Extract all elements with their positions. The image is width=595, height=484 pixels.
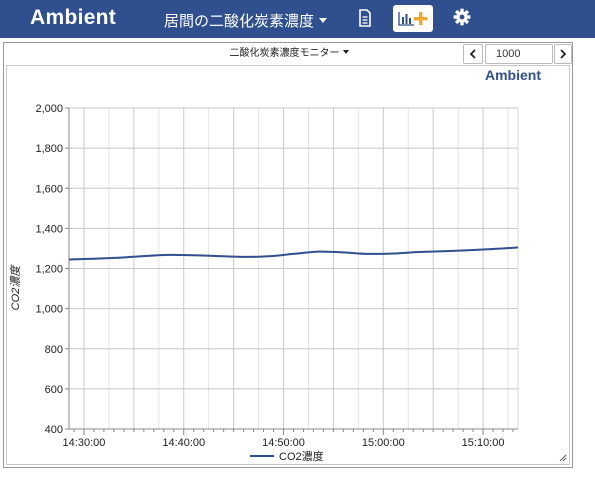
y-tick-label: 800 [45, 344, 63, 356]
y-tick-label: 1,000 [35, 304, 63, 316]
chevron-left-icon [469, 49, 476, 59]
panel-title: 二酸化炭素濃度モニター [4, 44, 574, 59]
chart-area: 400 600 800 1,000 1,200 1,400 1,600 1,800 2,000 1… [6, 65, 570, 465]
chart-panel: 二酸化炭素濃度モニター 400 600 800 1,000 1,200 1,400 1,60… [3, 42, 573, 468]
document-icon[interactable] [358, 9, 372, 27]
data-count-input[interactable] [485, 44, 553, 64]
x-tick-label: 15:10:00 [462, 437, 505, 449]
chart-title-dropdown[interactable]: 二酸化炭素濃度モニター [230, 44, 349, 59]
x-tick-label: 14:40:00 [162, 437, 205, 449]
series-line-co2 [68, 246, 519, 261]
gear-icon[interactable] [453, 8, 471, 26]
chevron-right-icon [560, 49, 567, 59]
y-tick-label: 1,800 [35, 143, 63, 155]
top-navbar: Ambient 居間の二酸化炭素濃度 [0, 0, 595, 38]
prev-page-button[interactable] [463, 44, 483, 64]
resize-handle-icon[interactable] [559, 454, 567, 462]
channel-selector[interactable]: 居間の二酸化炭素濃度 [164, 10, 328, 31]
y-tick-label: 400 [45, 424, 63, 436]
y-axis-label: CO2濃度 [9, 264, 22, 311]
x-tick-label: 14:30:00 [63, 437, 106, 449]
x-tick-label: 15:00:00 [362, 437, 405, 449]
y-tick-label: 1,600 [35, 183, 63, 195]
chevron-down-icon [319, 18, 328, 23]
y-tick-label: 1,200 [35, 264, 63, 276]
next-page-button[interactable] [554, 44, 572, 64]
chart-title: 二酸化炭素濃度モニター [229, 48, 340, 59]
add-chart-icon [398, 12, 428, 26]
add-chart-button[interactable] [393, 5, 433, 32]
chart-watermark: Ambient [485, 67, 541, 83]
y-tick-label: 2,000 [35, 103, 63, 115]
y-tick-label: 1,400 [35, 223, 63, 235]
chevron-down-icon [342, 49, 349, 54]
chart-legend: CO2濃度 [250, 449, 324, 463]
x-tick-label: 14:50:00 [262, 437, 305, 449]
channel-name: 居間の二酸化炭素濃度 [164, 13, 315, 30]
y-tick-label: 600 [45, 384, 63, 396]
brand-logo[interactable]: Ambient [30, 6, 117, 29]
legend-label: CO2濃度 [279, 449, 324, 463]
line-chart: 400 600 800 1,000 1,200 1,400 1,600 1,800 2,000 1… [9, 67, 541, 463]
